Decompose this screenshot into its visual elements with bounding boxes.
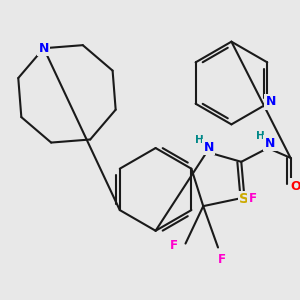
- Text: F: F: [248, 192, 256, 205]
- Text: H: H: [256, 131, 264, 141]
- Text: F: F: [170, 239, 178, 252]
- Text: O: O: [290, 180, 300, 193]
- Text: N: N: [204, 140, 214, 154]
- Text: N: N: [265, 136, 275, 150]
- Text: S: S: [239, 192, 249, 206]
- Text: H: H: [195, 135, 203, 145]
- Text: N: N: [266, 95, 276, 108]
- Text: F: F: [218, 253, 226, 266]
- Text: N: N: [38, 42, 49, 55]
